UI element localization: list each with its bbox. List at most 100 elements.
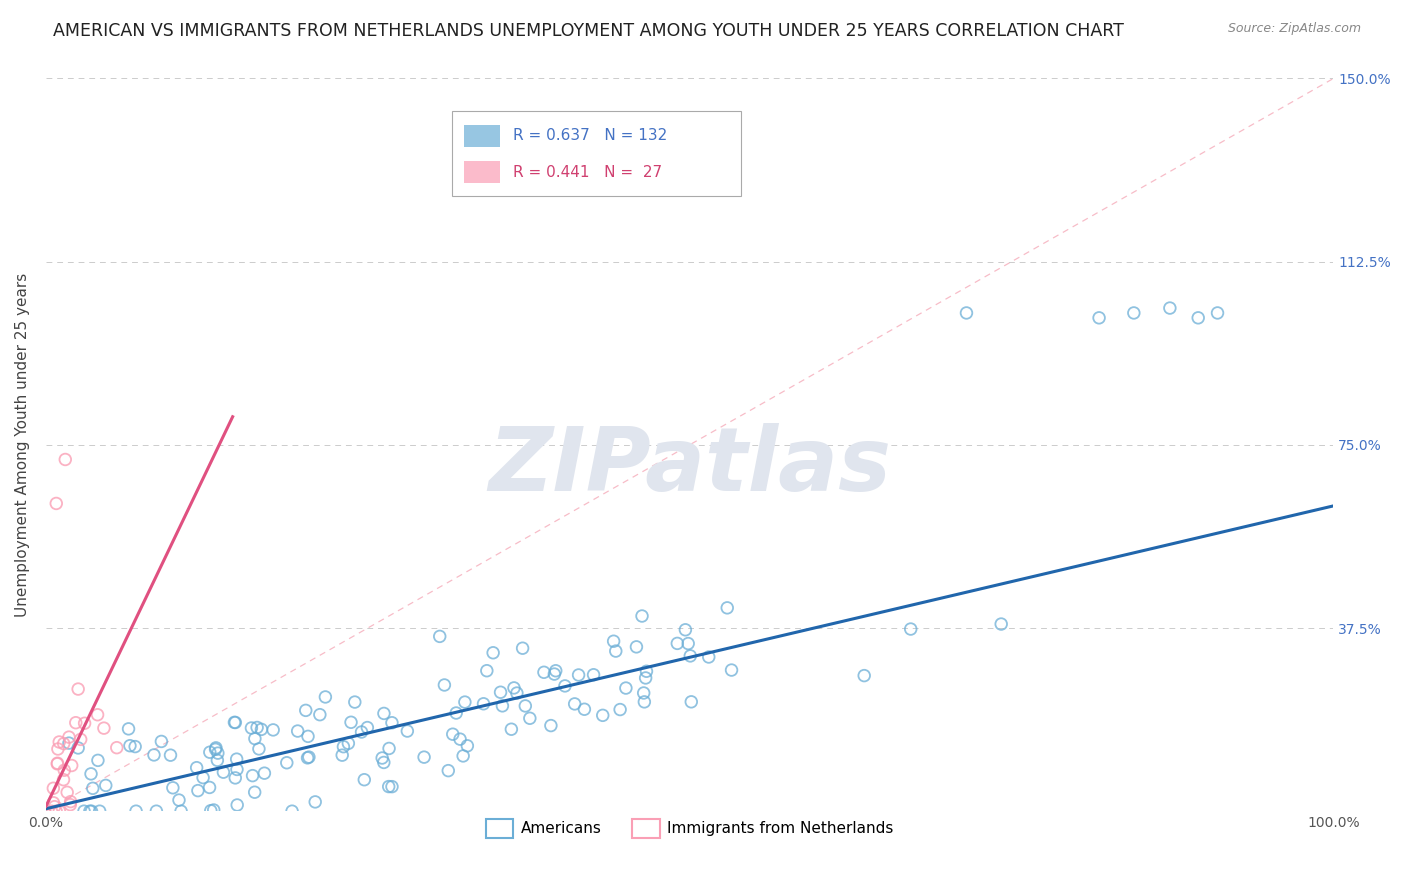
Point [449, 732, 471, 747]
Point [330, 748, 353, 763]
Text: R = 0.637   N = 132: R = 0.637 N = 132 [513, 128, 668, 143]
Point [373, 706, 395, 721]
Text: ZIPatlas: ZIPatlas [488, 424, 891, 510]
Point [187, 783, 209, 797]
Point [1187, 310, 1209, 325]
Point [614, 681, 637, 695]
Point [337, 736, 360, 750]
Point [167, 793, 190, 807]
Point [720, 663, 742, 677]
Point [59, 795, 82, 809]
Point [491, 698, 513, 713]
Point [73, 716, 96, 731]
Point [94, 778, 117, 792]
Point [79, 804, 101, 818]
Point [501, 723, 523, 737]
Point [900, 622, 922, 636]
Point [676, 636, 699, 650]
Point [86, 707, 108, 722]
Point [679, 648, 702, 663]
Point [186, 761, 208, 775]
Point [125, 804, 148, 818]
Point [80, 767, 103, 781]
Point [512, 641, 534, 656]
Point [340, 715, 363, 730]
Point [287, 724, 309, 739]
Point [294, 703, 316, 717]
Point [224, 771, 246, 785]
Point [240, 721, 263, 735]
Point [631, 609, 654, 624]
Text: AMERICAN VS IMMIGRANTS FROM NETHERLANDS UNEMPLOYMENT AMONG YOUTH UNDER 25 YEARS : AMERICAN VS IMMIGRANTS FROM NETHERLANDS … [53, 22, 1125, 40]
Point [65, 715, 87, 730]
Point [247, 742, 270, 756]
Point [145, 804, 167, 818]
Point [191, 771, 214, 785]
Point [475, 664, 498, 678]
Legend: Americans, Immigrants from Netherlands: Americans, Immigrants from Netherlands [479, 813, 900, 844]
Point [59, 797, 82, 812]
Point [540, 718, 562, 732]
Point [89, 804, 111, 818]
Point [225, 752, 247, 766]
Point [67, 681, 90, 696]
Point [574, 702, 596, 716]
Point [437, 764, 460, 778]
Point [162, 780, 184, 795]
Point [42, 796, 65, 810]
Point [207, 753, 229, 767]
Point [82, 781, 104, 796]
Point [533, 665, 555, 680]
Point [544, 664, 567, 678]
Point [451, 748, 474, 763]
Point [60, 758, 83, 772]
Point [243, 785, 266, 799]
Point [226, 763, 249, 777]
Point [433, 678, 456, 692]
Point [170, 804, 193, 818]
Point [554, 679, 576, 693]
Point [955, 306, 977, 320]
Point [472, 697, 495, 711]
Point [503, 681, 526, 695]
Point [1088, 310, 1111, 325]
Point [124, 739, 146, 754]
Point [441, 727, 464, 741]
Point [605, 644, 627, 658]
Point [454, 695, 477, 709]
Point [350, 725, 373, 739]
Point [46, 742, 69, 756]
Point [297, 751, 319, 765]
Point [609, 702, 631, 716]
Point [80, 804, 103, 818]
Point [87, 753, 110, 767]
Point [44, 799, 66, 814]
Point [58, 736, 80, 750]
Point [118, 739, 141, 753]
Point [45, 496, 67, 510]
Point [519, 711, 541, 725]
Point [373, 756, 395, 770]
Point [308, 707, 330, 722]
Point [332, 739, 354, 754]
Point [246, 721, 269, 735]
Point [48, 735, 70, 749]
Point [381, 715, 404, 730]
Point [250, 723, 273, 737]
Point [159, 748, 181, 763]
Point [633, 686, 655, 700]
Point [45, 804, 67, 818]
Point [150, 734, 173, 748]
Point [56, 785, 79, 799]
Point [198, 745, 221, 759]
Point [242, 769, 264, 783]
Point [515, 698, 537, 713]
Point [633, 695, 655, 709]
Point [105, 740, 128, 755]
Point [429, 629, 451, 643]
Point [681, 695, 703, 709]
Point [666, 636, 689, 650]
Point [207, 746, 229, 760]
Point [673, 623, 696, 637]
FancyBboxPatch shape [451, 112, 741, 195]
